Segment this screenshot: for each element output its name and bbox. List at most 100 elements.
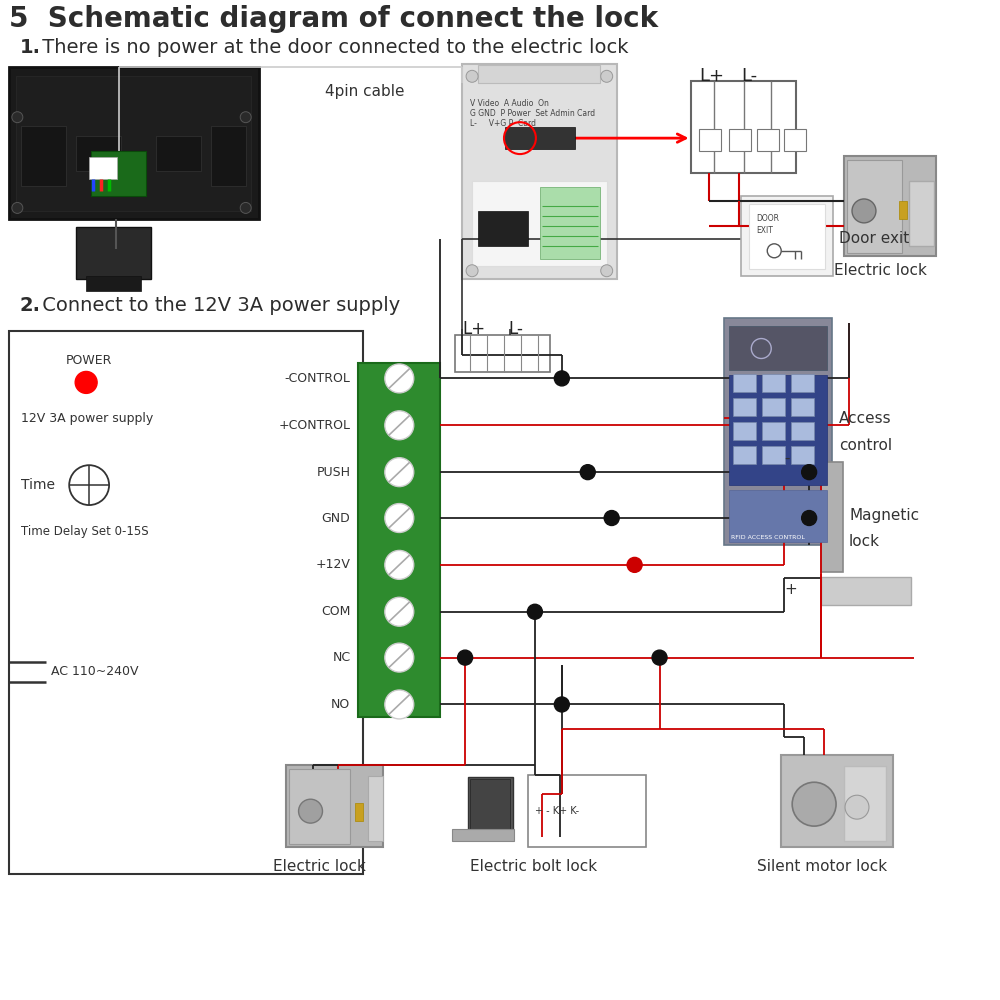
Circle shape: [12, 112, 23, 123]
Text: L+: L+: [699, 67, 724, 85]
Bar: [455, 335, 550, 372]
Text: GND: GND: [322, 512, 350, 525]
Bar: [781, 755, 893, 847]
Circle shape: [554, 371, 569, 386]
Text: +12V: +12V: [316, 558, 350, 571]
Circle shape: [580, 465, 595, 480]
Bar: [211, 126, 246, 186]
Text: PUSH: PUSH: [316, 466, 350, 479]
Bar: [899, 201, 907, 219]
Text: EXIT: EXIT: [756, 226, 773, 235]
Bar: [368, 776, 383, 841]
Text: AC 110~240V: AC 110~240V: [51, 665, 139, 678]
Circle shape: [385, 504, 414, 532]
Circle shape: [852, 199, 876, 223]
Bar: [909, 181, 934, 246]
Bar: [729, 375, 827, 485]
Circle shape: [627, 557, 642, 572]
Text: Magnetic: Magnetic: [849, 508, 919, 523]
Circle shape: [385, 550, 414, 579]
Bar: [749, 204, 825, 269]
Circle shape: [845, 795, 869, 819]
Bar: [89, 157, 117, 179]
Bar: [91, 151, 146, 196]
Text: COM: COM: [321, 605, 350, 618]
Bar: [505, 127, 575, 149]
Text: 2.: 2.: [19, 296, 40, 315]
Bar: [741, 196, 833, 276]
Bar: [821, 577, 911, 605]
Bar: [156, 136, 201, 171]
Text: Time Delay Set 0-15S: Time Delay Set 0-15S: [21, 525, 149, 538]
Circle shape: [385, 690, 414, 719]
Bar: [699, 129, 721, 151]
Text: +CONTROL: +CONTROL: [278, 419, 350, 432]
Bar: [540, 187, 600, 259]
Text: 1.: 1.: [19, 38, 40, 57]
Circle shape: [802, 465, 817, 480]
Bar: [691, 81, 796, 173]
Text: L+: L+: [462, 320, 485, 338]
Text: lock: lock: [849, 534, 880, 549]
Circle shape: [652, 650, 667, 665]
Circle shape: [240, 202, 251, 213]
Circle shape: [299, 799, 322, 823]
Text: + - K+ K-: + - K+ K-: [535, 806, 579, 816]
Circle shape: [792, 782, 836, 826]
Bar: [478, 211, 528, 246]
Bar: [733, 398, 756, 416]
Bar: [76, 136, 121, 171]
Bar: [452, 829, 514, 841]
Bar: [470, 779, 510, 829]
Bar: [472, 181, 607, 266]
Bar: [9, 331, 363, 874]
Text: Access: Access: [839, 411, 892, 426]
Circle shape: [385, 364, 414, 393]
Text: G GND  P Power  Set Admin Card: G GND P Power Set Admin Card: [470, 109, 595, 118]
Bar: [76, 227, 151, 279]
Text: NC: NC: [332, 651, 350, 664]
Text: 5  Schematic diagram of connect the lock: 5 Schematic diagram of connect the lock: [9, 5, 658, 33]
Bar: [762, 422, 785, 440]
Bar: [847, 160, 902, 253]
Text: L-: L-: [741, 67, 757, 85]
Circle shape: [75, 371, 97, 393]
Circle shape: [466, 265, 478, 277]
Bar: [9, 67, 259, 219]
Bar: [528, 775, 646, 847]
Bar: [757, 129, 779, 151]
Bar: [844, 156, 936, 256]
Text: V Video  A Audio  On: V Video A Audio On: [470, 99, 549, 108]
Circle shape: [554, 697, 569, 712]
Bar: [762, 374, 785, 392]
Bar: [762, 446, 785, 464]
Bar: [844, 766, 886, 841]
Text: Electric lock: Electric lock: [834, 263, 927, 278]
Text: L-     V+G P  Card: L- V+G P Card: [470, 119, 536, 128]
Text: Connect to the 12V 3A power supply: Connect to the 12V 3A power supply: [36, 296, 401, 315]
Text: There is no power at the door connected to the electric lock: There is no power at the door connected …: [36, 38, 629, 57]
Circle shape: [240, 112, 251, 123]
Text: 4pin cable: 4pin cable: [325, 84, 405, 99]
Bar: [791, 446, 814, 464]
Bar: [791, 374, 814, 392]
Circle shape: [385, 643, 414, 672]
Text: Time: Time: [21, 478, 55, 492]
Bar: [733, 446, 756, 464]
Circle shape: [604, 511, 619, 525]
Bar: [791, 398, 814, 416]
Circle shape: [601, 70, 613, 82]
Circle shape: [385, 411, 414, 440]
Bar: [358, 363, 440, 717]
Circle shape: [527, 604, 542, 619]
Text: +: +: [784, 582, 797, 597]
Circle shape: [69, 465, 109, 505]
Bar: [16, 76, 251, 211]
Text: control: control: [839, 438, 892, 453]
Bar: [286, 765, 383, 847]
Bar: [21, 126, 66, 186]
Circle shape: [385, 597, 414, 626]
Text: Silent motor lock: Silent motor lock: [757, 859, 887, 874]
Bar: [724, 318, 832, 545]
Text: Electric lock: Electric lock: [273, 859, 366, 874]
